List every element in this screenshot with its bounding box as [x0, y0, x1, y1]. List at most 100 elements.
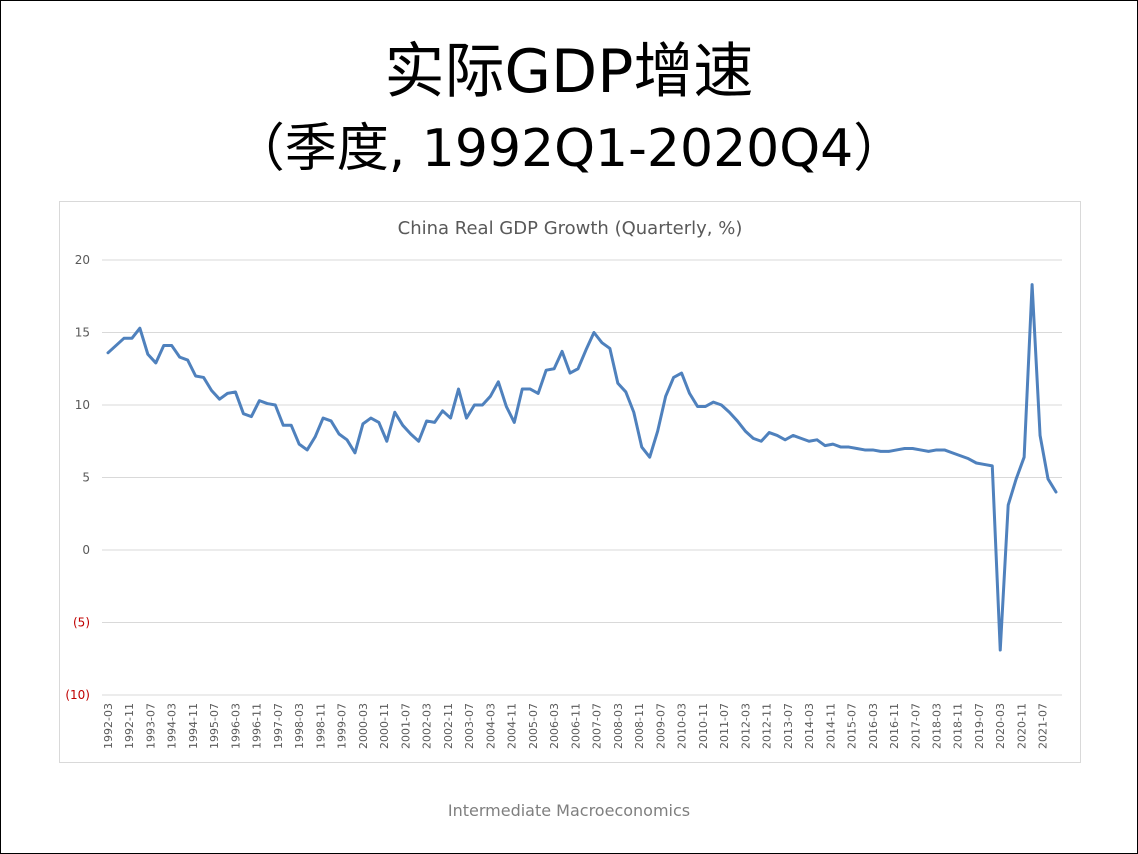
x-tick-label: 2006-11 [569, 703, 582, 749]
data-point [409, 432, 412, 436]
data-point [799, 437, 803, 440]
x-tick-label: 2008-03 [612, 703, 625, 749]
x-tick-label: 2000-03 [357, 703, 370, 749]
data-point [393, 411, 396, 414]
data-point [544, 369, 548, 372]
data-point [919, 448, 922, 452]
data-point [162, 344, 165, 347]
data-point [768, 431, 771, 434]
x-tick-label: 1998-11 [314, 703, 327, 749]
gridlines [102, 259, 1062, 696]
data-point [839, 445, 843, 449]
x-tick-label: 2016-03 [867, 703, 880, 749]
data-point [560, 350, 564, 353]
data-point [704, 405, 707, 408]
x-tick-label: 1999-07 [336, 703, 349, 749]
data-point [736, 419, 739, 423]
data-point [975, 461, 978, 465]
data-point [449, 416, 452, 420]
x-tick-label: 1996-11 [251, 703, 264, 749]
y-tick-label: 15 [75, 326, 90, 340]
x-tick-label: 2012-03 [739, 703, 752, 749]
data-point [1007, 503, 1010, 507]
data-point [887, 450, 890, 453]
x-tick-label: 2014-11 [824, 703, 837, 749]
y-tick-label: (10) [65, 688, 90, 702]
x-tick-label: 2014-03 [803, 703, 816, 749]
data-point [154, 361, 157, 365]
data-point [313, 435, 317, 439]
data-point [290, 424, 293, 427]
data-point [688, 392, 691, 395]
x-tick-label: 2001-07 [399, 703, 412, 749]
data-point [473, 403, 476, 407]
data-point [266, 402, 269, 405]
data-point [465, 416, 468, 420]
data-point [329, 419, 333, 423]
series-line [106, 283, 1058, 652]
data-point [521, 387, 524, 391]
data-point [1046, 477, 1050, 481]
data-point [353, 451, 357, 455]
data-point [656, 429, 659, 433]
data-point [297, 442, 301, 446]
data-point [234, 390, 237, 394]
data-point [951, 451, 954, 455]
data-point [807, 440, 811, 443]
data-point [114, 344, 118, 347]
x-tick-label: 1995-07 [208, 703, 221, 749]
x-tick-label: 2021-07 [1037, 703, 1050, 749]
data-point [282, 424, 285, 427]
data-point [967, 457, 970, 460]
data-point [943, 448, 946, 452]
data-point [863, 448, 867, 452]
data-point [1030, 283, 1034, 286]
x-tick-label: 2020-03 [994, 703, 1007, 749]
data-point [728, 411, 731, 414]
data-point [616, 382, 620, 385]
data-point [457, 387, 460, 391]
x-tick-label: 2018-11 [952, 703, 965, 749]
series-group [106, 283, 1058, 652]
x-axis: 1992-03 1992-11 1993-07 1994-03 1994-11 1995-… [102, 703, 1050, 749]
x-tick-label: 2000-11 [378, 703, 391, 749]
x-tick-label: 1998-03 [293, 703, 306, 749]
data-point [752, 437, 755, 440]
data-point [608, 347, 612, 350]
y-axis: 20 15 10 5 0 (5) (10) [65, 253, 90, 702]
x-tick-label: 2008-11 [633, 703, 646, 749]
x-tick-label: 2015-07 [846, 703, 859, 749]
data-point [640, 445, 643, 449]
data-point [489, 395, 492, 398]
x-tick-label: 2016-11 [888, 703, 901, 749]
data-point [337, 432, 341, 436]
data-point [680, 371, 683, 375]
data-point [481, 403, 484, 407]
data-point [361, 422, 365, 426]
x-tick-label: 1992-11 [123, 703, 136, 749]
slide-title: 实际GDP增速 [384, 37, 754, 107]
x-tick-label: 1992-03 [102, 703, 115, 749]
data-point [194, 374, 197, 378]
x-tick-label: 2006-03 [548, 703, 561, 749]
data-point [983, 463, 986, 466]
data-point [505, 405, 508, 408]
data-point [672, 376, 675, 379]
x-tick-label: 2003-07 [463, 703, 476, 749]
data-point [871, 448, 874, 452]
data-point [425, 419, 428, 423]
data-point [847, 445, 851, 449]
data-point [991, 464, 994, 468]
data-point [138, 326, 142, 330]
x-tick-label: 2004-03 [484, 703, 497, 749]
data-point [345, 438, 349, 441]
x-tick-label: 1994-03 [166, 703, 179, 749]
x-tick-label: 2005-07 [527, 703, 540, 749]
data-point [385, 440, 389, 443]
footer-text: Intermediate Macroeconomics [447, 801, 691, 820]
x-tick-label: 2010-11 [697, 703, 710, 749]
x-tick-label: 1997-07 [272, 703, 285, 749]
data-point [720, 403, 723, 407]
data-point [632, 411, 635, 414]
